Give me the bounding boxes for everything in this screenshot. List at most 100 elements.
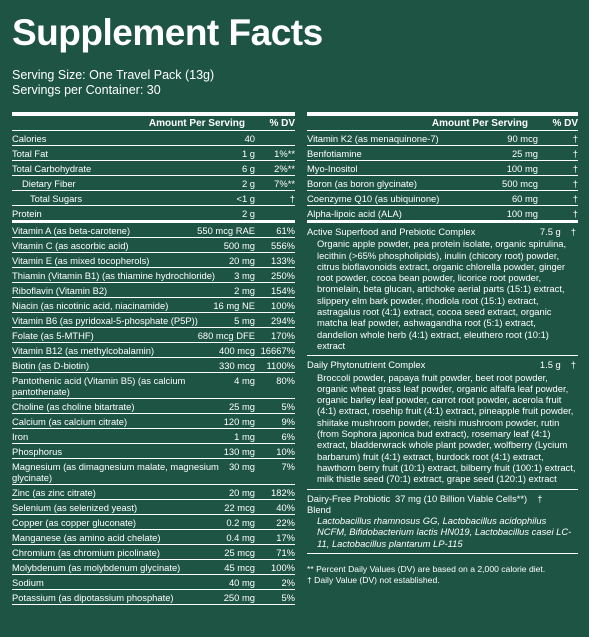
nutrient-row: Biotin (as D-biotin) 330 mcg 1100% xyxy=(12,358,295,373)
nutrient-name: Coenzyme Q10 (as ubiquinone) xyxy=(307,193,440,204)
amount: 20 mg xyxy=(228,255,255,266)
amount: 16 mg NE xyxy=(213,300,255,311)
amount: 40 mg xyxy=(228,577,255,588)
blend-description: Lactobacillus rhamnosus GG, Lactobacillu… xyxy=(317,515,572,549)
left-table: Amount Per Serving % DV Calories 40 Total F… xyxy=(12,112,295,605)
dv: † xyxy=(570,359,576,371)
nutrient-name: Zinc (as zinc citrate) xyxy=(12,487,96,498)
nutrient-name: Biotin (as D-biotin) xyxy=(12,360,90,371)
col-dv: % DV xyxy=(552,117,578,129)
nutrient-name: Choline (as choline bitartrate) xyxy=(12,401,135,412)
dv: † xyxy=(572,193,578,204)
dv: 154% xyxy=(271,285,295,296)
nutrient-name: Sodium xyxy=(12,577,44,588)
amount: 22 mcg xyxy=(224,502,255,513)
blend-description: Organic apple powder, pea protein isolat… xyxy=(317,238,567,351)
nutrient-name: Boron (as boron glycinate) xyxy=(307,178,417,189)
nutrient-name: Total Fat xyxy=(12,148,48,159)
amount: 250 mg xyxy=(223,592,255,603)
nutrient-row: Vitamin C (as ascorbic acid) 500 mg 556% xyxy=(12,238,295,253)
dv: 2%** xyxy=(274,163,295,174)
dv: † xyxy=(289,193,295,204)
nutrient-row: Thiamin (Vitamin B1) (as thiamine hydroc… xyxy=(12,268,295,283)
nutrient-name: Calcium (as calcium citrate) xyxy=(12,416,128,427)
nutrient-row: Total Carbohydrate 6 g 2%** xyxy=(12,161,295,176)
nutrient-name: Phosphorus xyxy=(12,446,63,457)
nutrient-row: Iron 1 mg 6% xyxy=(12,429,295,444)
nutrient-name: Protein xyxy=(12,208,42,219)
nutrient-row: Copper (as copper gluconate) 0.2 mg 22% xyxy=(12,515,295,530)
amount: 550 mcg RAE xyxy=(197,225,255,236)
nutrient-row: Selenium (as selenized yeast) 22 mcg 40% xyxy=(12,500,295,515)
blend-header: Active Superfood and Prebiotic Complex 7.… xyxy=(307,226,578,237)
footnote: ** Percent Daily Values (DV) are based o… xyxy=(307,564,546,575)
dv: 40% xyxy=(276,502,295,513)
dv: 61% xyxy=(276,225,295,236)
amount: 680 mcg DFE xyxy=(197,330,255,341)
dv: 182% xyxy=(271,487,295,498)
dv: † xyxy=(572,178,578,189)
amount: 4 mg xyxy=(234,375,255,386)
amount: 60 mg xyxy=(511,193,538,204)
nutrient-row: Protein 2 g xyxy=(12,206,295,223)
blend-description: Broccoli powder, papaya fruit powder, be… xyxy=(317,371,576,485)
amount: 40 xyxy=(244,133,255,144)
nutrient-name: Vitamin A (as beta-carotene) xyxy=(12,225,131,236)
dv: 17% xyxy=(276,532,295,543)
nutrient-name: Myo-Inositol xyxy=(307,163,358,174)
nutrient-row: Molybdenum (as molybdenum glycinate) 45 m… xyxy=(12,560,295,575)
nutrient-row: Vitamin B12 (as methylcobalamin) 400 mcg 1… xyxy=(12,343,295,358)
nutrient-name: Iron xyxy=(12,431,29,442)
dv: 133% xyxy=(271,255,295,266)
amount: 1 mg xyxy=(234,431,255,442)
amount: 2 g xyxy=(241,178,255,189)
amount: 2 g xyxy=(241,208,255,219)
nutrient-name: Vitamin C (as ascorbic acid) xyxy=(12,240,129,251)
amount: 6 g xyxy=(241,163,255,174)
amount: 130 mg xyxy=(223,446,255,457)
dv: 2% xyxy=(281,577,295,588)
nutrient-row: Pantothenic acid (Vitamin B5) (as calciu… xyxy=(12,373,295,399)
nutrient-name: Selenium (as selenized yeast) xyxy=(12,502,138,513)
nutrient-name: Thiamin (Vitamin B1) (as thiamine hydroc… xyxy=(12,270,216,281)
footnote: † Daily Value (DV) not established. xyxy=(307,575,440,586)
nutrient-name: Calories xyxy=(12,133,47,144)
nutrient-name: Niacin (as nicotinic acid, niacinamide) xyxy=(12,300,169,311)
dv: 7%** xyxy=(274,178,295,189)
amount: 20 mg xyxy=(228,487,255,498)
dv: † xyxy=(572,208,578,219)
dv: 7% xyxy=(281,461,295,472)
nutrient-name: Molybdenum (as molybdenum glycinate) xyxy=(12,562,181,573)
amount: 5 mg xyxy=(234,315,255,326)
dv: 10% xyxy=(276,446,295,457)
nutrient-row: Alpha-lipoic acid (ALA) 100 mg † xyxy=(307,206,578,223)
nutrient-name: Pantothenic acid (Vitamin B5) (as calciu… xyxy=(12,375,186,397)
nutrient-row: Calories 40 xyxy=(12,131,295,146)
nutrient-name: Copper (as copper gluconate) xyxy=(12,517,137,528)
nutrient-name: Riboflavin (Vitamin B2) xyxy=(12,285,108,296)
nutrient-name: Vitamin B6 (as pyridoxal-5-phosphate (P5… xyxy=(12,315,198,326)
nutrient-row: Manganese (as amino acid chelate) 0.4 mg 1… xyxy=(12,530,295,545)
dv: 1%** xyxy=(274,148,295,159)
dv: 80% xyxy=(276,375,295,386)
blend: Daily Phytonutrient Complex 1.5 g † Broccol… xyxy=(307,356,578,490)
amount: 2 mg xyxy=(234,285,255,296)
amount: 330 mcg xyxy=(219,360,255,371)
nutrient-row: Dietary Fiber 2 g 7%** xyxy=(12,176,295,191)
amount: 30 mg xyxy=(228,461,255,472)
nutrient-row: Benfotiamine 25 mg † xyxy=(307,146,578,161)
nutrient-name: Total Carbohydrate xyxy=(12,163,92,174)
amount: 100 mg xyxy=(506,163,538,174)
blend: Dairy-Free Probiotic Blend 37 mg (10 Bill… xyxy=(307,490,578,555)
nutrient-row: Phosphorus 130 mg 10% xyxy=(12,444,295,459)
amount: 100 mg xyxy=(506,208,538,219)
nutrient-row: Folate (as 5-MTHF) 680 mcg DFE 170% xyxy=(12,328,295,343)
nutrient-row: Sodium 40 mg 2% xyxy=(12,575,295,590)
col-dv: % DV xyxy=(269,117,295,129)
dv: † xyxy=(537,492,543,504)
nutrient-row: Vitamin A (as beta-carotene) 550 mcg RAE 6… xyxy=(12,223,295,238)
right-table: Amount Per Serving % DV Vitamin K2 (as me… xyxy=(307,112,578,586)
nutrient-row: Potassium (as dipotassium phosphate) 250 … xyxy=(12,590,295,605)
col-amount: Amount Per Serving xyxy=(148,117,245,129)
